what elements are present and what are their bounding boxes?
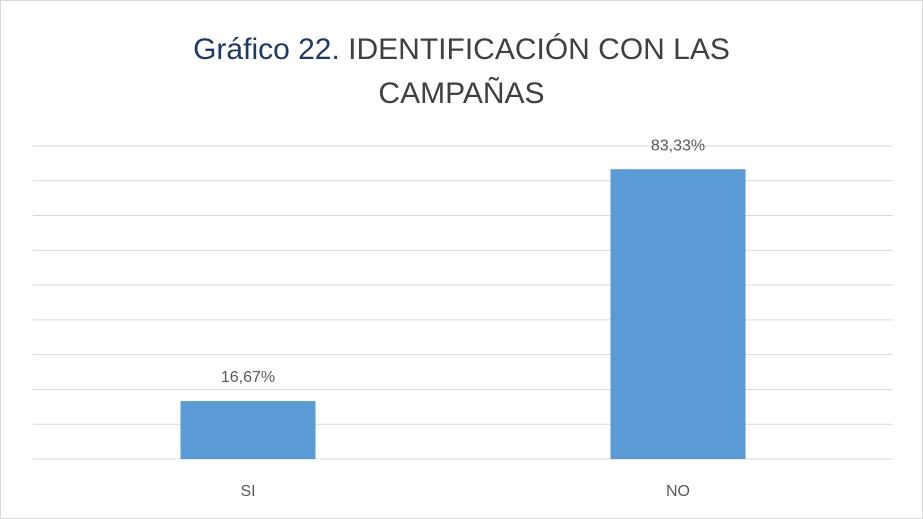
data-label: 83,33% (651, 137, 705, 154)
title-part: IDENTIFICACIÓN CON LAS CAMPAÑAS (348, 33, 730, 110)
x-tick-label: SI (240, 483, 255, 500)
x-tick-label: NO (666, 483, 690, 500)
chart-title: Gráfico 22. IDENTIFICACIÓN CON LAS CAMPA… (160, 28, 763, 116)
bar (610, 169, 746, 459)
data-label: 16,67% (221, 369, 275, 386)
bar (180, 401, 316, 459)
title-part: Gráfico 22. (193, 33, 340, 66)
